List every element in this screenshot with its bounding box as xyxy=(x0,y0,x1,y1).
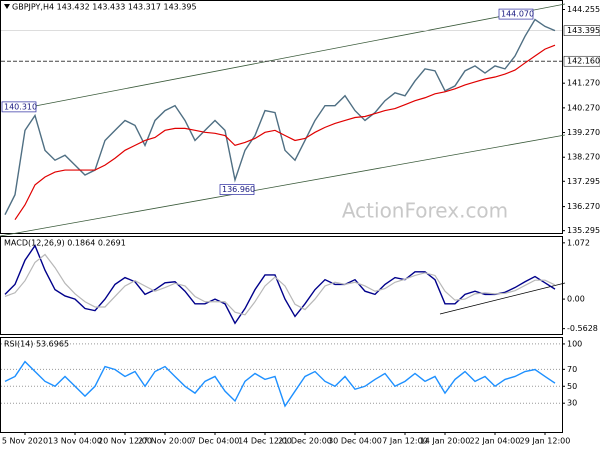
x-tick-label: 30 Dec 04:00 xyxy=(328,437,382,446)
header-icon xyxy=(4,4,10,9)
y-tick-label: 144.255 xyxy=(567,5,600,14)
y-tick-label: 50 xyxy=(567,382,577,391)
annotation-box xyxy=(1,101,37,113)
panel-title: MACD(12,26,9) 0.1864 0.2691 xyxy=(4,239,126,248)
y-tick-label: -0.5628 xyxy=(567,324,598,333)
series-line xyxy=(4,360,556,408)
last-price-box xyxy=(563,25,600,36)
series-line xyxy=(4,18,556,216)
y-tick-label: 138.270 xyxy=(567,153,600,162)
x-tick-label: 7 Dec 04:00 xyxy=(191,437,240,446)
y-tick-label: 70 xyxy=(567,365,577,374)
series-line xyxy=(14,44,556,221)
series-line xyxy=(4,244,556,325)
x-tick-label: 7 Jan 12:00 xyxy=(382,437,428,446)
macd-panel xyxy=(0,236,563,335)
y-tick-label: 0.00 xyxy=(567,295,585,304)
y-tick-label: 141.270 xyxy=(567,79,600,88)
x-tick-label: 13 Nov 04:00 xyxy=(48,437,102,446)
channel-lower xyxy=(0,134,566,237)
annotation-label: 144.070 xyxy=(501,10,534,19)
y-tick-label: 100 xyxy=(567,339,582,348)
price-panel xyxy=(0,0,563,234)
annotation-label: 136.960 xyxy=(222,185,255,194)
panel-title: RSI(14) 53.6965 xyxy=(4,340,69,349)
y-tick-label: 30 xyxy=(567,399,577,408)
annotation-box xyxy=(498,8,534,20)
x-tick-label: 5 Nov 2020 xyxy=(2,437,48,446)
panel-title: GBPJPY,H4 143.432 143.433 143.317 143.39… xyxy=(12,3,197,12)
y-tick-label: 1.072 xyxy=(567,238,590,247)
channel-upper xyxy=(29,3,566,108)
frames xyxy=(0,0,563,433)
x-tick-label: 20 Nov 12:00 xyxy=(98,437,152,446)
y-tick-label: 137.295 xyxy=(567,177,600,186)
watermark: ActionForex.com xyxy=(342,199,508,223)
y-tick-label: 140.270 xyxy=(567,103,600,112)
level-label: 142.160 xyxy=(567,57,600,66)
y-tick-label: 139.270 xyxy=(567,128,600,137)
macd-trendline xyxy=(439,282,566,315)
y-tick-label: 136.270 xyxy=(567,202,600,211)
x-tick-label: 14 Jan 20:00 xyxy=(420,437,471,446)
annotation-label: 140.310 xyxy=(4,102,37,111)
last-price-label: 143.395 xyxy=(567,26,600,35)
x-tick-label: 14 Dec 12:00 xyxy=(238,437,292,446)
y-tick-label: 135.295 xyxy=(567,226,600,235)
x-tick-label: 22 Jan 04:00 xyxy=(470,437,521,446)
x-tick-label: 21 Dec 20:00 xyxy=(278,437,332,446)
x-tick-label: 27 Nov 20:00 xyxy=(138,437,192,446)
rsi-panel xyxy=(0,337,563,433)
x-tick-label: 29 Jan 12:00 xyxy=(520,437,571,446)
level-label-box xyxy=(563,55,600,67)
annotation-box xyxy=(219,184,255,195)
series-line xyxy=(4,253,556,316)
